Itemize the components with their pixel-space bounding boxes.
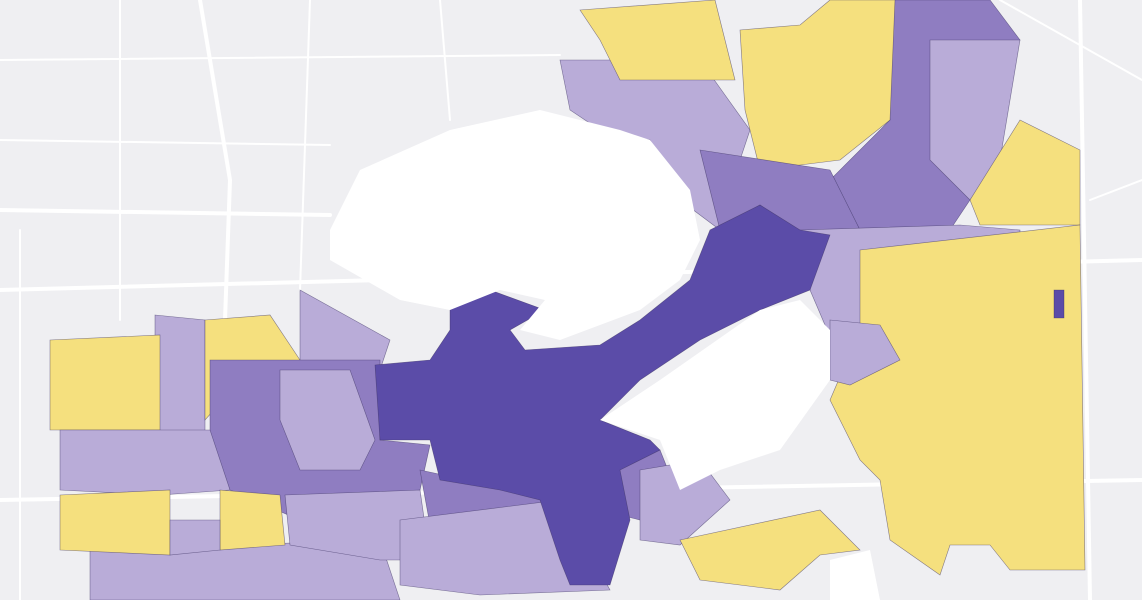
road bbox=[0, 139, 331, 146]
road bbox=[999, 0, 1142, 81]
road bbox=[299, 0, 311, 291]
lake bbox=[330, 110, 700, 340]
district bbox=[59, 489, 171, 556]
road bbox=[439, 0, 451, 121]
district bbox=[169, 519, 221, 556]
district bbox=[154, 314, 206, 446]
district bbox=[279, 369, 376, 471]
district-layer bbox=[49, 0, 1086, 600]
road bbox=[0, 208, 332, 217]
lake bbox=[600, 300, 830, 490]
lakes bbox=[330, 110, 880, 600]
road bbox=[1078, 0, 1092, 600]
district bbox=[559, 59, 751, 231]
district bbox=[969, 119, 1081, 226]
district bbox=[679, 509, 861, 591]
district bbox=[219, 489, 286, 551]
road bbox=[0, 54, 561, 61]
lake bbox=[830, 550, 880, 600]
district bbox=[59, 429, 231, 496]
district bbox=[1053, 289, 1065, 319]
district bbox=[739, 0, 896, 171]
road bbox=[1089, 179, 1142, 201]
district bbox=[49, 334, 161, 431]
district bbox=[829, 224, 1086, 576]
district bbox=[579, 0, 736, 81]
